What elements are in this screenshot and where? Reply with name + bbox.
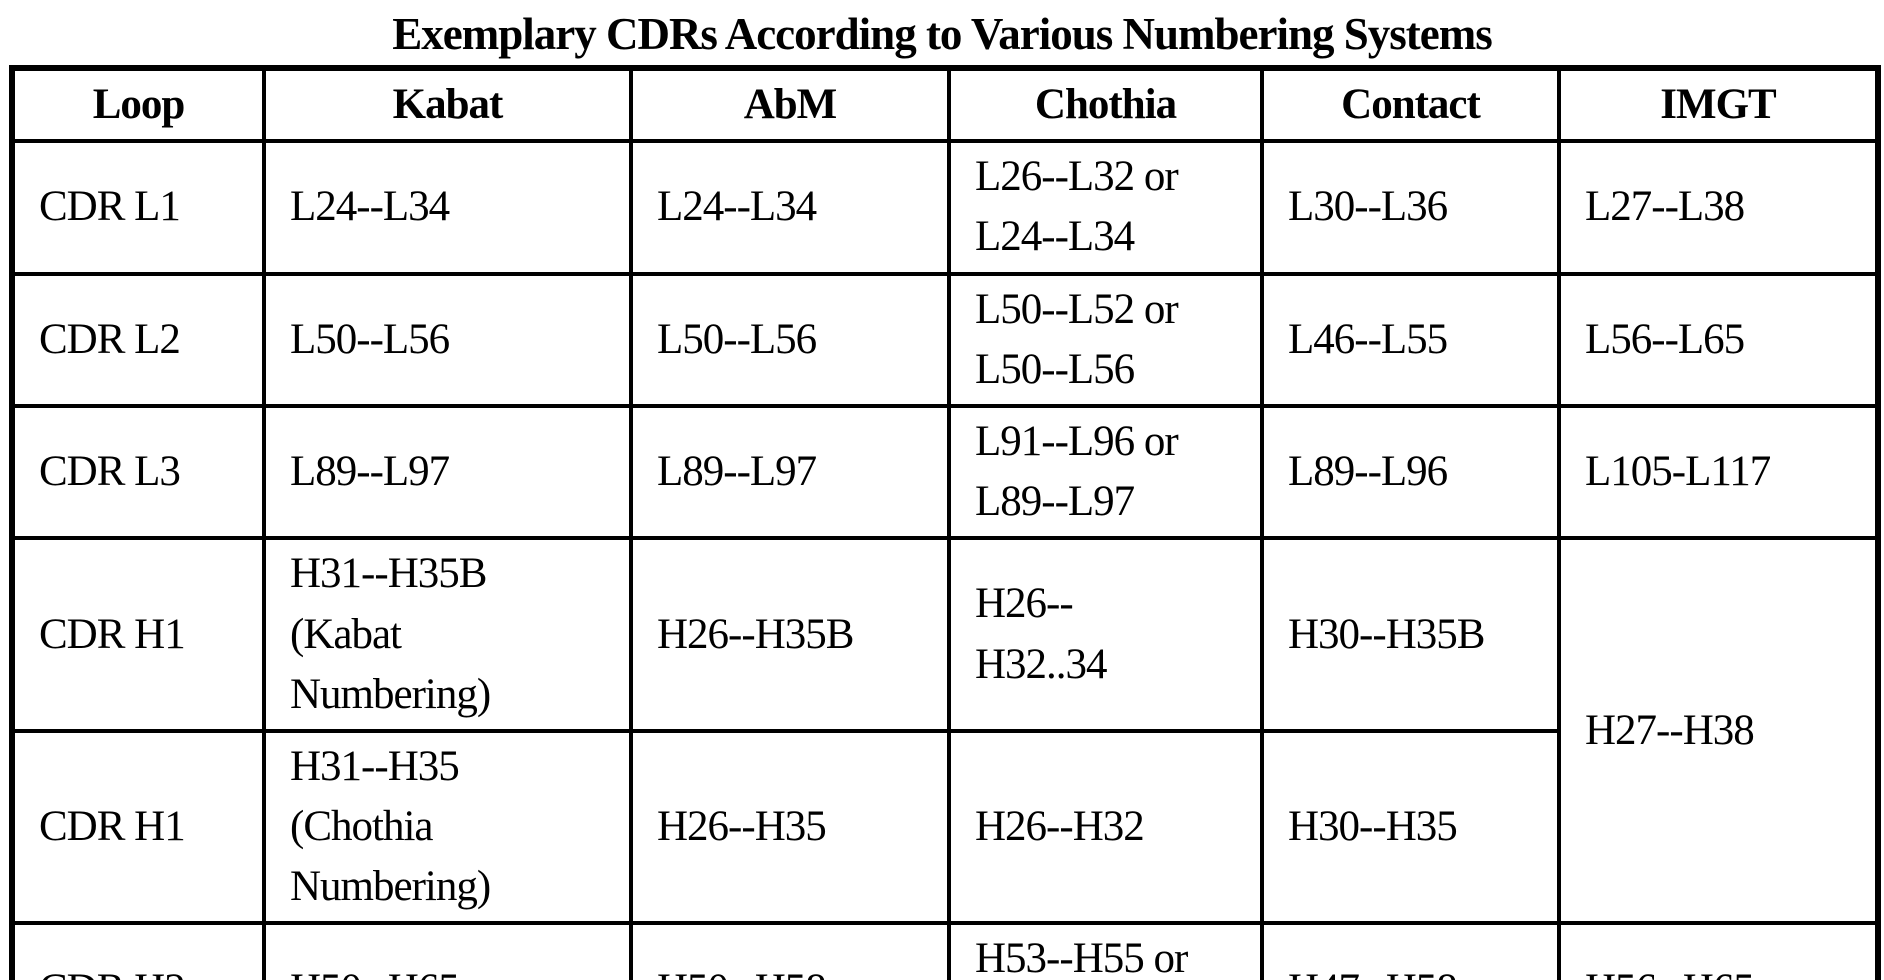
cell-contact: L89--L96 — [1260, 403, 1561, 541]
cell-contact: L46--L55 — [1260, 271, 1561, 408]
cell-abm: L89--L97 — [629, 403, 951, 541]
cell-abm: H26--H35B — [629, 536, 951, 733]
cell-loop: CDR H2 — [10, 921, 266, 980]
cell-loop: CDR L2 — [10, 271, 266, 408]
column-header-loop: Loop — [10, 65, 266, 144]
table-row-cdr-l1: CDR L1 L24--L34 L24--L34 L26--L32 or L24… — [10, 139, 1880, 276]
table-row-cdr-l3: CDR L3 L89--L97 L89--L97 L91--L96 or L89… — [10, 403, 1880, 541]
table-title: Exemplary CDRs According to Various Numb… — [392, 9, 1493, 59]
cell-imgt: H56--H65 — [1557, 921, 1880, 980]
cell-contact: H30--H35B — [1260, 536, 1561, 733]
cell-chothia: L50--L52 or L50--L56 — [947, 271, 1264, 408]
column-header-imgt: IMGT — [1557, 65, 1880, 144]
cell-kabat: H31--H35B (Kabat Numbering) — [262, 536, 633, 733]
cell-abm: L50--L56 — [629, 271, 951, 408]
cell-chothia: H26-- H32..34 — [947, 536, 1264, 733]
cell-contact: L30--L36 — [1260, 139, 1561, 276]
cell-abm: H50--H58 — [629, 921, 951, 980]
table-row-cdr-h2: CDR H2 H50--H65 H50--H58 H53--H55 or H52… — [10, 921, 1880, 980]
column-header-abm: AbM — [629, 65, 951, 144]
cell-chothia: H53--H55 or H52--H56 — [947, 921, 1264, 980]
cell-loop: CDR L1 — [10, 139, 266, 276]
cdr-numbering-table: Loop Kabat AbM Chothia Contact IMGT CDR … — [9, 65, 1881, 980]
cell-kabat: L89--L97 — [262, 403, 633, 541]
cell-imgt: L56--L65 — [1557, 271, 1880, 408]
column-header-kabat: Kabat — [262, 65, 633, 144]
table-row-cdr-h1-kabat: CDR H1 H31--H35B (Kabat Numbering) H26--… — [10, 536, 1880, 926]
cell-loop: CDR H1 — [10, 536, 266, 733]
cell-chothia: L26--L32 or L24--L34 — [947, 139, 1264, 276]
header-row: Loop Kabat AbM Chothia Contact IMGT — [10, 65, 1880, 144]
table-row-cdr-h1-chothia: CDR H1 H31--H35 (Chothia Numbering) H26-… — [10, 728, 1878, 926]
cell-imgt: L105-L117 — [1557, 403, 1880, 541]
table-row-cdr-l2: CDR L2 L50--L56 L50--L56 L50--L52 or L50… — [10, 271, 1880, 408]
cell-abm: H26--H35 — [629, 728, 951, 926]
cell-loop: CDR H1 — [10, 728, 266, 926]
column-header-contact: Contact — [1260, 65, 1561, 144]
cell-imgt-merged: H27--H38 — [1557, 536, 1880, 926]
cell-abm: L24--L34 — [629, 139, 951, 276]
cell-kabat: L50--L56 — [262, 271, 633, 408]
cell-imgt: L27--L38 — [1557, 139, 1880, 276]
cell-chothia: H26--H32 — [947, 728, 1264, 926]
cell-kabat: H31--H35 (Chothia Numbering) — [262, 728, 633, 926]
cell-kabat: L24--L34 — [262, 139, 633, 276]
cell-chothia: L91--L96 or L89--L97 — [947, 403, 1264, 541]
column-header-chothia: Chothia — [947, 65, 1264, 144]
cell-loop: CDR L3 — [10, 403, 266, 541]
cell-kabat: H50--H65 — [262, 921, 633, 980]
cell-contact: H47--H58 — [1260, 921, 1561, 980]
cell-contact: H30--H35 — [1260, 728, 1561, 926]
